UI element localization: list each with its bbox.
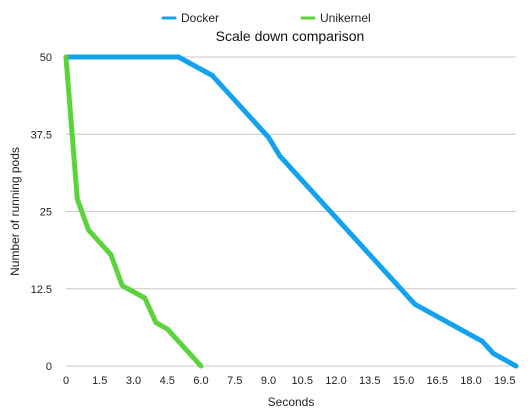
x-tick-label: 9.0 (261, 375, 276, 387)
y-tick-label: 50 (40, 52, 52, 64)
x-tick-label: 12.0 (325, 375, 346, 387)
x-tick-label: 16.5 (427, 375, 448, 387)
x-tick-label: 1.5 (92, 375, 107, 387)
series-lines (63, 54, 519, 369)
y-tick-label: 0 (46, 361, 52, 373)
gridlines (66, 56, 516, 367)
y-tick-label: 25 (40, 207, 52, 219)
y-axis-ticks: 0 12.5 25 37.5 50 (31, 52, 52, 373)
x-tick-label: 3.0 (126, 375, 141, 387)
x-tick-label: 0 (63, 375, 69, 387)
series-line-docker (63, 54, 519, 369)
x-tick-label: 15.0 (393, 375, 414, 387)
legend: Docker Unikernel (161, 11, 371, 25)
y-tick-label: 37.5 (31, 129, 52, 141)
x-tick-label: 13.5 (359, 375, 380, 387)
x-tick-label: 7.5 (227, 375, 242, 387)
legend-label: Unikernel (320, 11, 371, 25)
x-tick-label: 19.5 (494, 375, 515, 387)
legend-label: Docker (181, 11, 219, 25)
x-tick-label: 10.5 (292, 375, 313, 387)
x-axis-ticks: 0 1.5 3.0 4.5 6.0 7.5 9.0 10.5 12.0 13.5 15.0 16.5 1… (63, 375, 516, 387)
x-tick-label: 18.0 (460, 375, 481, 387)
x-axis-title: Seconds (268, 395, 315, 409)
legend-item-unikernel: Unikernel (300, 11, 371, 25)
y-axis-title: Number of running pods (8, 147, 22, 276)
x-tick-label: 4.5 (160, 375, 175, 387)
legend-item-docker: Docker (161, 11, 219, 25)
chart-title: Scale down comparison (216, 28, 365, 44)
series-line-unikernel (63, 54, 204, 369)
x-tick-label: 6.0 (193, 375, 208, 387)
y-tick-label: 12.5 (31, 284, 52, 296)
